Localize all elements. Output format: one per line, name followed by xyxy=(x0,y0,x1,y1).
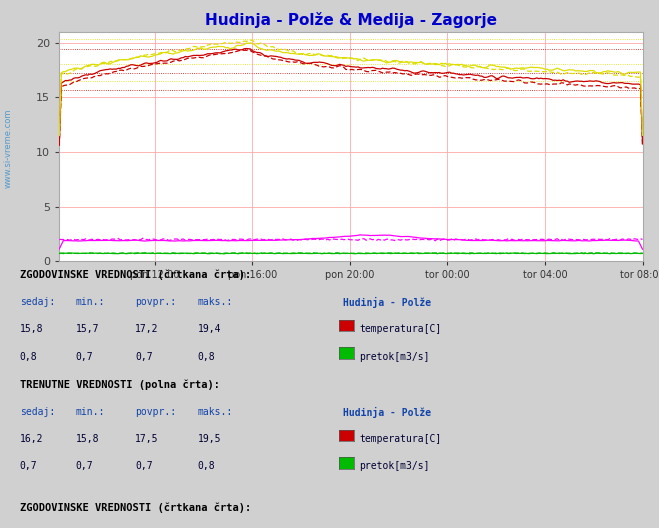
Text: 0,7: 0,7 xyxy=(135,352,153,362)
Text: maks.:: maks.: xyxy=(198,297,233,307)
Text: pretok[m3/s]: pretok[m3/s] xyxy=(359,461,430,472)
Text: TRENUTNE VREDNOSTI (polna črta):: TRENUTNE VREDNOSTI (polna črta): xyxy=(20,379,219,390)
Text: pretok[m3/s]: pretok[m3/s] xyxy=(359,352,430,362)
Text: 0,7: 0,7 xyxy=(76,352,94,362)
Text: 0,8: 0,8 xyxy=(198,352,215,362)
Text: 0,7: 0,7 xyxy=(135,461,153,472)
Text: povpr.:: povpr.: xyxy=(135,297,176,307)
Text: sedaj:: sedaj: xyxy=(20,407,55,417)
Text: temperatura[C]: temperatura[C] xyxy=(359,434,442,444)
Text: 17,5: 17,5 xyxy=(135,434,159,444)
Text: 0,7: 0,7 xyxy=(76,461,94,472)
Title: Hudinja - Polže & Medija - Zagorje: Hudinja - Polže & Medija - Zagorje xyxy=(205,12,497,28)
Text: Hudinja - Polže: Hudinja - Polže xyxy=(343,297,431,308)
Text: 15,8: 15,8 xyxy=(76,434,100,444)
Text: temperatura[C]: temperatura[C] xyxy=(359,324,442,334)
Text: 15,8: 15,8 xyxy=(20,324,43,334)
Text: ZGODOVINSKE VREDNOSTI (črtkana črta):: ZGODOVINSKE VREDNOSTI (črtkana črta): xyxy=(20,502,251,513)
Text: www.si-vreme.com: www.si-vreme.com xyxy=(3,108,13,187)
Text: maks.:: maks.: xyxy=(198,407,233,417)
Text: 0,8: 0,8 xyxy=(198,461,215,472)
Text: 16,2: 16,2 xyxy=(20,434,43,444)
Text: 17,2: 17,2 xyxy=(135,324,159,334)
Text: 19,5: 19,5 xyxy=(198,434,221,444)
Text: Hudinja - Polže: Hudinja - Polže xyxy=(343,407,431,418)
Text: 15,7: 15,7 xyxy=(76,324,100,334)
Text: povpr.:: povpr.: xyxy=(135,407,176,417)
Text: min.:: min.: xyxy=(76,407,105,417)
Text: 0,8: 0,8 xyxy=(20,352,38,362)
Text: ZGODOVINSKE VREDNOSTI (črtkana črta):: ZGODOVINSKE VREDNOSTI (črtkana črta): xyxy=(20,269,251,280)
Text: min.:: min.: xyxy=(76,297,105,307)
Text: 19,4: 19,4 xyxy=(198,324,221,334)
Text: sedaj:: sedaj: xyxy=(20,297,55,307)
Text: 0,7: 0,7 xyxy=(20,461,38,472)
